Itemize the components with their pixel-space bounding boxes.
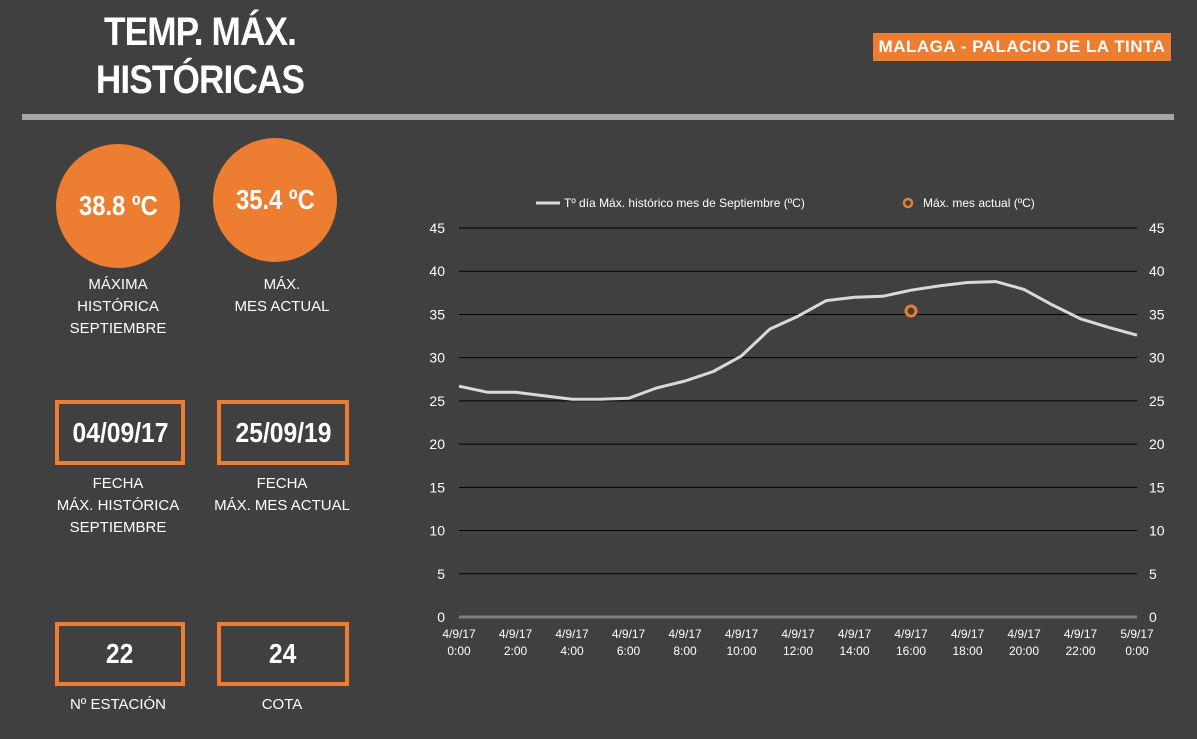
date-historic-value: 04/09/17: [72, 416, 168, 448]
legend-label-series-2: Máx. mes actual (ºC): [923, 196, 1035, 210]
chart-series: [458, 280, 1138, 401]
max-historic-label: MÁXIMA HISTÓRICA SEPTIEMBRE: [38, 274, 198, 340]
y-tick-label-right: 20: [1149, 436, 1165, 452]
y-tick-label-left: 30: [429, 350, 445, 366]
y-tick-label-left: 35: [429, 306, 445, 322]
x-tick-label-date: 4/9/17: [951, 627, 985, 641]
x-tick-label-date: 4/9/17: [838, 627, 872, 641]
y-axis-right: 0 5 10 15 20 25 30 35 40 45: [1149, 220, 1165, 625]
x-tick-label-time: 16:00: [896, 644, 926, 658]
elevation-value: 24: [269, 638, 297, 669]
x-tick-label-time: 20:00: [1009, 644, 1039, 658]
y-tick-label-left: 0: [437, 609, 445, 625]
legend-label-series-1: Tº día Máx. histórico mes de Septiembre …: [564, 196, 805, 210]
max-current-circle: 35.4 ºC: [213, 138, 337, 262]
station-number-label: Nº ESTACIÓN: [69, 696, 167, 713]
max-current-label-line: MES ACTUAL: [234, 298, 330, 315]
date-current-box: 25/09/19: [217, 400, 349, 465]
x-tick-label-date: 4/9/17: [1064, 627, 1098, 641]
max-historic-label-line: HISTÓRICA: [77, 298, 159, 315]
y-tick-label-left: 10: [429, 523, 445, 539]
x-tick-label-time: 0:00: [447, 644, 471, 658]
date-current-value: 25/09/19: [235, 416, 331, 448]
x-tick-label-time: 22:00: [1065, 644, 1095, 658]
temperature-line-chart: Tº día Máx. histórico mes de Septiembre …: [429, 196, 1165, 658]
x-tick-label-time: 10:00: [726, 644, 756, 658]
x-tick-label-time: 14:00: [839, 644, 869, 658]
max-current-label: MÁX. MES ACTUAL: [202, 274, 362, 318]
y-tick-label-left: 25: [429, 393, 445, 409]
date-historic-label-line: SEPTIEMBRE: [69, 519, 167, 536]
date-historic-label-line: FECHA: [92, 475, 144, 492]
date-current-label-line: MÁX. MES ACTUAL: [214, 497, 350, 514]
date-current-label-line: FECHA: [256, 475, 308, 492]
max-historic-circle: 38.8 ºC: [56, 144, 180, 268]
series-line-historic-max: [458, 280, 1138, 401]
y-tick-label-left: 45: [429, 220, 445, 236]
y-tick-label-right: 25: [1149, 393, 1165, 409]
x-tick-label-time: 6:00: [617, 644, 641, 658]
x-tick-label-time: 4:00: [560, 644, 584, 658]
date-current-label: FECHA MÁX. MES ACTUAL: [202, 473, 362, 517]
y-axis-left: 0 5 10 15 20 25 30 35 40 45: [429, 220, 445, 625]
x-tick-label-time: 2:00: [504, 644, 528, 658]
y-tick-label-right: 15: [1149, 479, 1165, 495]
page-title: TEMP. MÁX. HISTÓRICAS: [77, 8, 323, 104]
x-axis: 4/9/17 0:00 4/9/17 2:00 4/9/17 4:00 4/9/17 6:00…: [442, 627, 1154, 658]
x-tick-label-date: 4/9/17: [781, 627, 815, 641]
y-tick-label-left: 5: [437, 566, 445, 582]
max-historic-label-line: SEPTIEMBRE: [69, 320, 167, 337]
max-historic-label-line: MÁXIMA: [88, 276, 148, 293]
x-tick-label-time: 8:00: [673, 644, 697, 658]
x-tick-label-date: 4/9/17: [499, 627, 533, 641]
y-tick-label-right: 45: [1149, 220, 1165, 236]
legend-marker-swatch: [902, 197, 914, 209]
x-tick-label-time: 0:00: [1125, 644, 1149, 658]
header-divider: [22, 114, 1174, 120]
x-tick-label-date: 4/9/17: [668, 627, 702, 641]
x-tick-label-date: 4/9/17: [442, 627, 476, 641]
y-tick-label-left: 40: [429, 263, 445, 279]
elevation-label: COTA: [261, 696, 303, 713]
x-tick-label-time: 12:00: [783, 644, 813, 658]
y-tick-label-right: 40: [1149, 263, 1165, 279]
max-current-label-line: MÁX.: [263, 276, 301, 293]
x-tick-label-date: 4/9/17: [612, 627, 646, 641]
y-tick-label-right: 30: [1149, 350, 1165, 366]
x-tick-label-date: 5/9/17: [1120, 627, 1154, 641]
station-number-box: 22: [55, 622, 185, 686]
y-tick-label-right: 5: [1149, 566, 1157, 582]
x-tick-label-date: 4/9/17: [725, 627, 759, 641]
y-tick-label-right: 10: [1149, 523, 1165, 539]
station-number-value: 22: [106, 638, 134, 669]
x-tick-label-date: 4/9/17: [555, 627, 589, 641]
y-tick-label-right: 0: [1149, 609, 1157, 625]
data-point-current-max: [904, 304, 918, 318]
chart-legend: Tº día Máx. histórico mes de Septiembre …: [536, 196, 1035, 210]
page-title-line2: HISTÓRICAS: [95, 58, 305, 102]
date-historic-label-line: MÁX. HISTÓRICA: [56, 497, 180, 514]
max-historic-value: 38.8 ºC: [78, 190, 158, 221]
x-tick-label-date: 4/9/17: [1007, 627, 1041, 641]
date-historic-box: 04/09/17: [55, 400, 185, 465]
max-current-value: 35.4 ºC: [235, 184, 315, 215]
y-tick-label-right: 35: [1149, 306, 1165, 322]
date-historic-label: FECHA MÁX. HISTÓRICA SEPTIEMBRE: [38, 473, 198, 539]
y-tick-label-left: 15: [429, 479, 445, 495]
y-tick-label-left: 20: [429, 436, 445, 452]
elevation-box: 24: [217, 622, 349, 686]
page-title-line1: TEMP. MÁX.: [103, 10, 297, 54]
station-name-badge: MALAGA - PALACIO DE LA TINTA: [873, 33, 1171, 61]
x-tick-label-time: 18:00: [952, 644, 982, 658]
x-tick-label-date: 4/9/17: [894, 627, 928, 641]
chart-grid: [459, 227, 1137, 619]
